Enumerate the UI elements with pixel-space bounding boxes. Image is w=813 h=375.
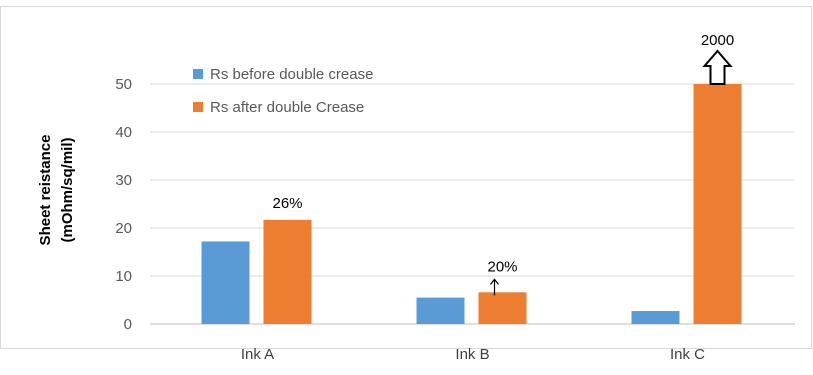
legend-label: Rs before double crease	[210, 66, 373, 83]
thin-arrow-head-icon	[490, 278, 499, 285]
annotations: 26% 20% 2000	[272, 32, 734, 296]
legend: Rs before double crease Rs after double C…	[193, 66, 373, 116]
bar-ink-a-series-2	[263, 219, 312, 324]
y-axis-label-line2: (mOhm/sq/mil)	[59, 137, 76, 242]
y-tick-label: 30	[115, 172, 132, 189]
y-tick-label: 50	[115, 76, 132, 93]
y-tick-label: 10	[115, 268, 132, 285]
gridlines	[150, 83, 795, 325]
y-axis-ticks: 0 10 20 30 40 50	[115, 76, 132, 333]
y-tick-label: 0	[124, 316, 132, 333]
bar-ink-a-series-1	[201, 241, 250, 324]
x-category-label: Ink C	[670, 346, 705, 363]
annotation-label: 26%	[272, 195, 302, 212]
legend-swatch	[193, 69, 203, 79]
legend-label: Rs after double Crease	[210, 99, 364, 116]
bar-ink-c-series-1	[631, 311, 680, 324]
up-arrow-icon	[702, 49, 733, 85]
y-tick-label: 40	[115, 124, 132, 141]
y-tick-label: 20	[115, 220, 132, 237]
y-axis-label-line1: Sheet reistance	[37, 135, 54, 246]
bar-ink-c-series-2	[693, 84, 742, 324]
annotation-label: 2000	[701, 32, 734, 49]
x-axis-categories: Ink A Ink B Ink C	[241, 346, 705, 363]
bar-ink-b-series-1	[416, 297, 465, 324]
bar-ink-b-series-2	[478, 292, 527, 324]
x-category-label: Ink A	[241, 346, 274, 363]
annotation-label: 20%	[487, 258, 517, 275]
x-category-label: Ink B	[455, 346, 489, 363]
chart-frame	[0, 6, 812, 349]
legend-swatch	[193, 102, 203, 112]
bars	[201, 84, 742, 324]
